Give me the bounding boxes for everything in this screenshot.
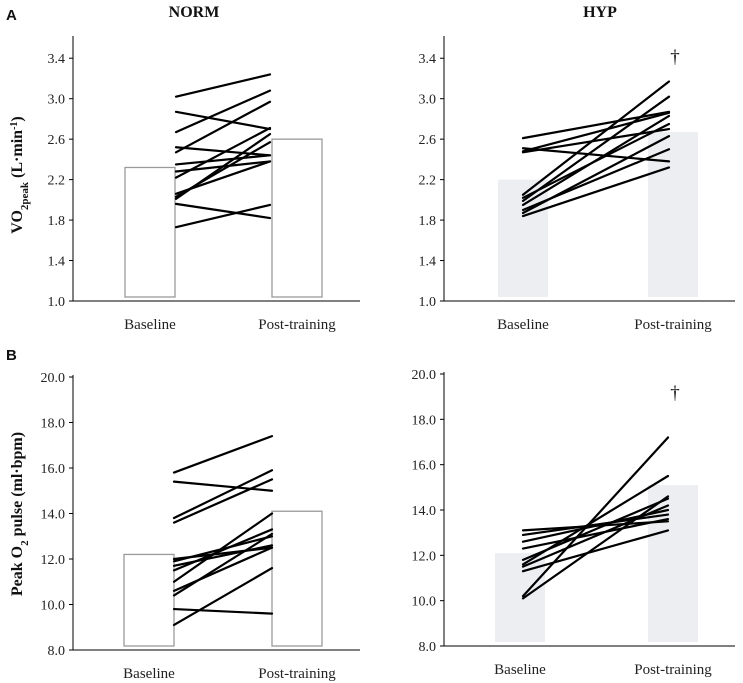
individual-line-8 [174, 126, 272, 179]
y-tick-label: 20.0 [41, 371, 66, 386]
x-tick-label-baseline: Baseline [124, 317, 176, 333]
y-tick-label: 12.0 [41, 553, 66, 568]
individual-line-10 [521, 135, 671, 215]
x-tick-label-post-training: Post-training [634, 317, 712, 333]
y-tick-label: 18.0 [41, 417, 66, 432]
title-hyp: HYP [583, 4, 617, 21]
chart-hyp-o2pulse: 8.0 10.0 12.0 14.0 16.0 18.0 20.0 Baseline Post-… [412, 368, 735, 678]
bar-post-training [271, 510, 323, 647]
y-tick-label: 1.4 [419, 255, 437, 270]
individual-line-9 [521, 436, 670, 598]
individual-line-1 [174, 73, 272, 98]
individual-line-11 [172, 532, 274, 597]
x-tick-label-post-training: Post-training [258, 317, 336, 333]
bar-baseline [123, 553, 175, 647]
individual-line-12 [172, 607, 274, 615]
y-tick-label: 8.0 [48, 644, 66, 659]
x-tick-label-post-training: Post-training [634, 662, 712, 678]
individual-line-6 [174, 154, 272, 166]
panel-label-b: B [6, 347, 17, 364]
significance-dagger: † [670, 47, 680, 68]
y-tick-label: 10.0 [412, 595, 437, 610]
ylabel-vo2peak: VO2peak (L·min-1) [9, 116, 32, 234]
individual-line-1 [172, 435, 274, 474]
individual-line-8 [521, 114, 671, 207]
individual-line-10 [521, 495, 670, 600]
y-tick-label: 16.0 [412, 459, 437, 474]
chart-hyp-vo2peak: 1.0 1.4 1.8 2.2 2.6 3.0 3.4 Baseline Post-traini… [419, 36, 735, 333]
ylabel-o2-sub: 2 [19, 540, 31, 546]
ylabel-vo2-sub: 2peak [19, 181, 31, 210]
y-tick-label: 1.8 [419, 214, 437, 229]
bar-post-training [648, 485, 698, 642]
chart-norm-vo2peak: 1.0 1.4 1.8 2.2 2.6 3.0 3.4 Baseline Post-traini… [48, 36, 360, 333]
y-tick-label: 16.0 [41, 462, 66, 477]
individual-line-5 [521, 80, 671, 196]
individual-line-3 [172, 469, 274, 520]
ylabel-o2-pre: Peak O [9, 546, 26, 596]
y-tick-label: 14.0 [41, 508, 66, 523]
individual-line-4 [521, 517, 670, 550]
y-tick-label: 10.0 [41, 599, 66, 614]
y-tick-label: 3.0 [419, 93, 437, 108]
x-tick-label-baseline: Baseline [123, 666, 175, 682]
individual-line-3 [521, 111, 671, 153]
chart-norm-o2pulse: 8.0 10.0 12.0 14.0 16.0 18.0 20.0 Baseline Post-… [41, 371, 360, 682]
individual-line-7 [521, 504, 670, 568]
y-tick-label: 12.0 [412, 549, 437, 564]
y-tick-label: 2.6 [48, 133, 66, 148]
panel-label-a: A [6, 7, 17, 24]
y-tick-label: 20.0 [412, 368, 437, 383]
bar-post-training [648, 132, 698, 297]
y-tick-label: 1.0 [419, 295, 437, 310]
individual-line-5 [174, 100, 272, 154]
individual-line-8 [521, 529, 670, 573]
y-tick-label: 2.2 [48, 174, 66, 189]
y-tick-label: 3.4 [419, 52, 437, 67]
ylabel-vo2-post: (L·min [9, 130, 26, 182]
individual-line-3 [174, 89, 272, 134]
y-tick-label: 1.4 [48, 255, 66, 270]
ylabel-vo2-end: ) [9, 116, 26, 121]
y-tick-label: 2.2 [419, 174, 437, 189]
bar-baseline [124, 166, 176, 298]
x-tick-label-baseline: Baseline [497, 317, 549, 333]
ylabel-vo2-sup: -1 [9, 122, 20, 130]
y-tick-label: 2.6 [419, 133, 437, 148]
ylabel-o2pulse: Peak O2 pulse (ml·bpm) [9, 432, 31, 596]
y-tick-label: 18.0 [412, 413, 437, 428]
individual-line-6 [521, 474, 670, 566]
significance-dagger: † [670, 383, 680, 404]
individual-line-7 [521, 95, 671, 202]
individual-line-2 [521, 513, 670, 537]
y-tick-label: 8.0 [419, 640, 437, 655]
ylabel-vo2-pre: VO [9, 210, 26, 234]
individual-line-8 [172, 528, 274, 572]
x-tick-label-post-training: Post-training [258, 666, 336, 682]
individual-line-4 [521, 127, 671, 154]
individual-line-10 [172, 546, 274, 592]
individual-line-4 [172, 478, 274, 524]
individual-line-2 [174, 110, 272, 131]
bar-post-training [271, 138, 323, 298]
y-tick-label: 3.0 [48, 93, 66, 108]
individual-line-1 [521, 110, 671, 140]
individual-line-9 [172, 512, 274, 583]
title-norm: NORM [169, 4, 220, 21]
x-tick-label-baseline: Baseline [494, 662, 546, 678]
individual-line-12 [174, 202, 272, 220]
y-tick-label: 1.8 [48, 214, 66, 229]
y-tick-label: 1.0 [48, 295, 66, 310]
individual-line-13 [172, 566, 274, 627]
individual-line-2 [172, 480, 274, 492]
individual-line-11 [174, 132, 272, 200]
individual-line-4 [174, 146, 272, 157]
individual-line-13 [174, 203, 272, 229]
individual-line-11 [521, 166, 671, 218]
bar-baseline [498, 179, 548, 297]
y-tick-label: 3.4 [48, 52, 66, 67]
y-tick-label: 14.0 [412, 504, 437, 519]
ylabel-o2-post: pulse (ml·bpm) [9, 432, 26, 540]
